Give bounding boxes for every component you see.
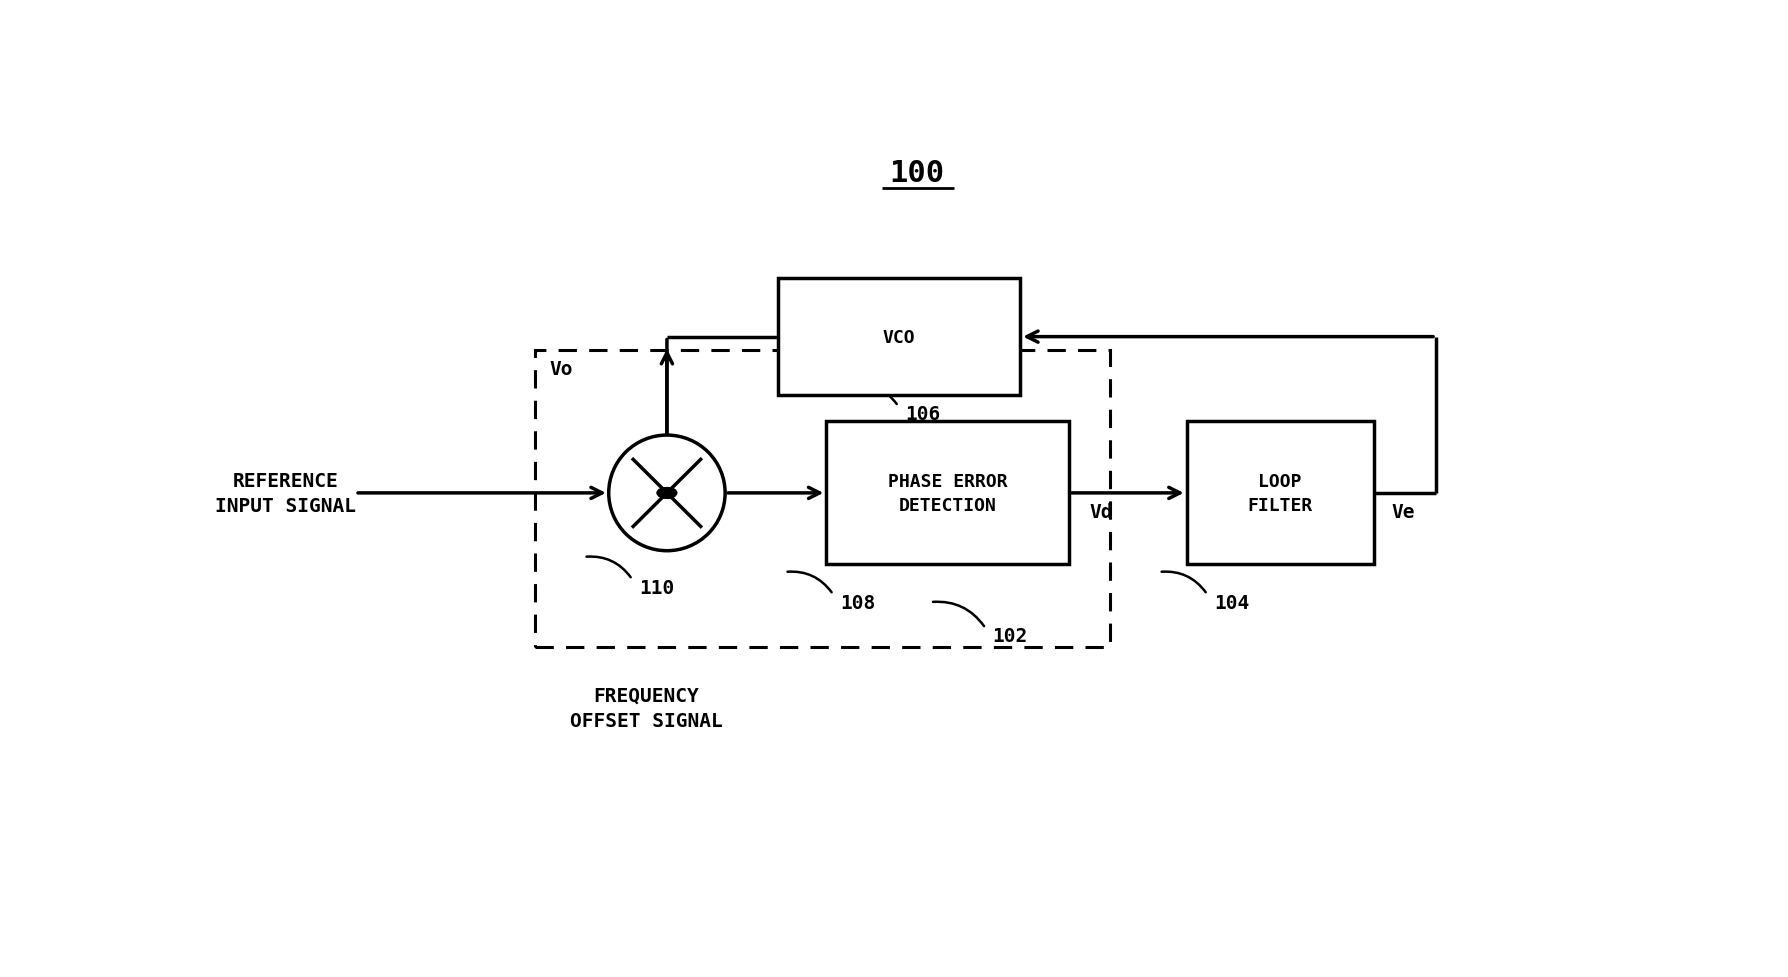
Text: LOOP
FILTER: LOOP FILTER [1248, 473, 1312, 514]
Text: 106: 106 [905, 404, 940, 424]
Text: 108: 108 [840, 593, 876, 612]
Ellipse shape [608, 436, 726, 551]
Text: Vo: Vo [549, 360, 572, 379]
Text: Vd: Vd [1089, 503, 1114, 522]
Text: 102: 102 [992, 627, 1028, 646]
Text: VCO: VCO [883, 328, 915, 346]
Bar [778, 279, 1021, 396]
Circle shape [658, 488, 676, 498]
Text: 104: 104 [1214, 593, 1250, 612]
Bar [826, 422, 1069, 565]
Text: 100: 100 [889, 159, 944, 189]
Bar [535, 351, 1110, 648]
Circle shape [658, 488, 676, 498]
Text: FREQUENCY
OFFSET SIGNAL: FREQUENCY OFFSET SIGNAL [570, 686, 722, 730]
Text: Ve: Ve [1391, 503, 1414, 522]
Text: 110: 110 [640, 578, 674, 597]
Bar [1187, 422, 1373, 565]
Text: REFERENCE
INPUT SIGNAL: REFERENCE INPUT SIGNAL [215, 472, 356, 515]
Text: PHASE ERROR
DETECTION: PHASE ERROR DETECTION [887, 473, 1007, 514]
